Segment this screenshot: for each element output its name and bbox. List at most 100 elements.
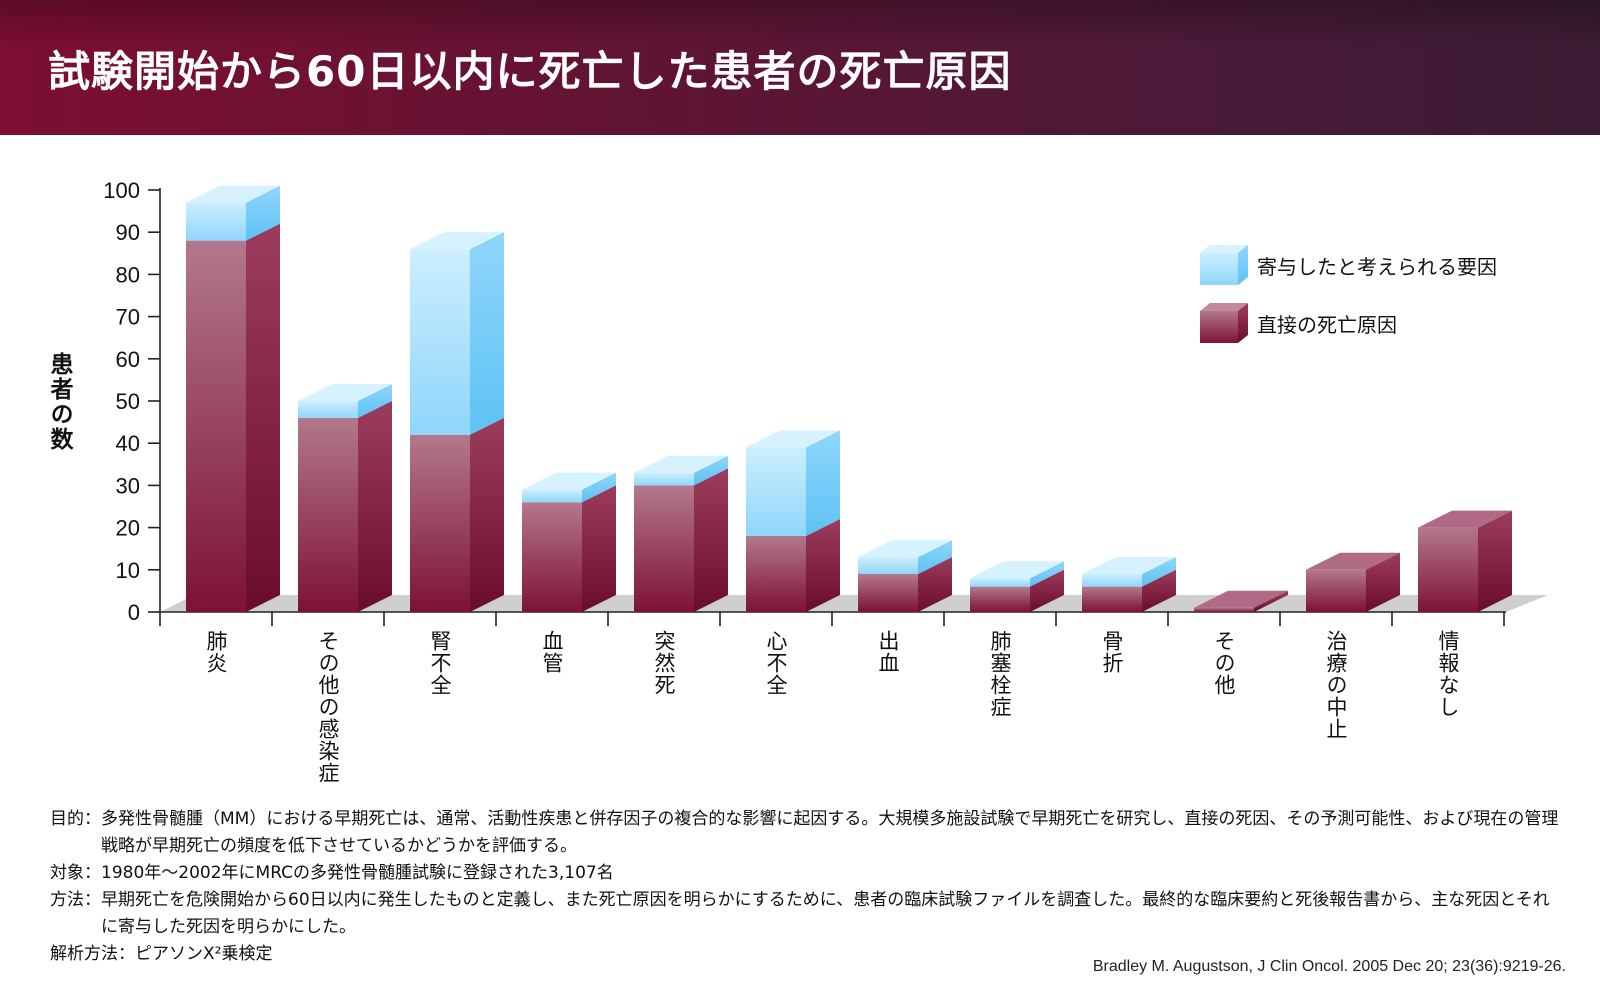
bar-direct-front	[858, 574, 918, 612]
legend-swatch-red	[1200, 303, 1248, 343]
bar-direct-side	[1142, 569, 1176, 612]
y-axis-label: 患者の数	[46, 352, 72, 452]
bar-contributing	[634, 455, 728, 486]
bar-contributing-front	[522, 489, 582, 503]
bar-direct-side	[1478, 510, 1512, 612]
bar-direct-front	[1194, 607, 1254, 612]
y-tick-label: 50	[116, 389, 140, 414]
bar-contributing-front	[746, 447, 806, 537]
x-category-label: 肺塞栓症	[988, 630, 1012, 718]
bar-direct-front	[1418, 527, 1478, 612]
bar-direct-side	[694, 468, 728, 612]
bar-direct	[1082, 569, 1176, 612]
bar-direct-front	[298, 417, 358, 612]
bar-contributing	[410, 232, 504, 435]
bar-direct	[746, 519, 840, 612]
bar-contributing-top	[634, 455, 728, 473]
bar-direct	[186, 223, 280, 612]
x-category-label: 突然死	[652, 630, 676, 696]
bar-direct-side	[1366, 552, 1400, 612]
x-category-label: 腎不全	[428, 630, 452, 696]
stacked-bar-chart: 0 10 20 30 40 50 60 70 80 90 100	[103, 178, 1548, 626]
bar-direct-front	[1082, 586, 1142, 612]
bar-direct-top	[1418, 510, 1512, 528]
x-category-label: 肺炎	[204, 630, 228, 674]
x-category-label: 情報なし	[1436, 630, 1460, 718]
x-category-label: 治療の中止	[1324, 630, 1348, 740]
page-title: 試験開始から60日以内に死亡した患者の死亡原因	[48, 47, 1012, 96]
bar-direct	[298, 400, 392, 612]
bar-direct-top	[1306, 552, 1400, 570]
bar-contributing-front	[634, 472, 694, 486]
bar-direct	[634, 468, 728, 612]
x-category-label: 出血	[876, 630, 900, 674]
bar-contributing-side	[1142, 557, 1176, 587]
bar-contributing-top	[410, 232, 504, 250]
y-tick-label: 100	[103, 178, 140, 203]
bar-contributing-top	[522, 472, 616, 490]
bar-direct-front	[186, 240, 246, 612]
bar-contributing-front	[410, 249, 470, 435]
bar-direct-side	[918, 557, 952, 612]
bar-direct-top	[1194, 590, 1288, 608]
bar-contributing-side	[246, 185, 280, 241]
bar-contributing-front	[298, 401, 358, 418]
y-tick-label: 90	[116, 220, 140, 245]
bar-direct-front	[410, 434, 470, 612]
bar-contributing-top	[746, 430, 840, 448]
legend-swatch-blue	[1200, 245, 1248, 285]
bar-direct-side	[1030, 569, 1064, 612]
bar-contributing-side	[918, 540, 952, 575]
bar-direct-side	[358, 400, 392, 612]
bar-contributing	[186, 185, 280, 241]
legend-label-direct: 直接の死亡原因	[1257, 313, 1397, 337]
citation: Bradley M. Augustson, J Clin Oncol. 2005…	[1092, 958, 1566, 975]
bar-direct-side	[470, 417, 504, 612]
note-analysis: 解析方法： ピアソンX²乗検定	[50, 944, 273, 964]
bar-contributing-top	[298, 384, 392, 401]
bar-direct-side	[582, 485, 616, 612]
bar-direct-side	[1254, 590, 1288, 612]
x-category-label: 骨折	[1100, 630, 1124, 674]
bar-contributing-side	[358, 384, 392, 418]
bar-contributing-side	[582, 472, 616, 503]
bar-contributing-front	[858, 557, 918, 575]
x-category-label: その他	[1212, 630, 1236, 696]
y-tick-label: 40	[116, 431, 140, 456]
bar-contributing-front	[970, 578, 1030, 587]
bar-contributing-top	[970, 561, 1064, 579]
y-tick-label: 20	[116, 516, 140, 541]
study-notes: 目的： 多発性骨髄腫（MM）における早期死亡は、通常、活動性疾患と併存因子の複合…	[50, 806, 1560, 968]
header-banner: 試験開始から60日以内に死亡した患者の死亡原因	[0, 0, 1600, 135]
bar-direct-front	[1306, 569, 1366, 612]
x-category-label: 心不全	[764, 630, 788, 696]
x-category-label: その他の感染症	[316, 630, 340, 784]
bar-direct	[1194, 590, 1288, 612]
note-methods: 方法： 早期死亡を危険開始から60日以内に発生したものと定義し、また死亡原因を明…	[50, 890, 1550, 937]
y-tick-label: 80	[116, 262, 140, 287]
y-tick-label: 70	[116, 305, 140, 330]
bar-direct-side	[246, 223, 280, 612]
bar-direct	[858, 557, 952, 612]
bar-direct-front	[746, 536, 806, 612]
bar-direct	[970, 569, 1064, 612]
note-purpose: 目的： 多発性骨髄腫（MM）における早期死亡は、通常、活動性疾患と併存因子の複合…	[50, 809, 1559, 856]
bar-contributing	[298, 384, 392, 418]
bar-contributing-side	[694, 455, 728, 486]
bar-direct-front	[634, 485, 694, 612]
bar-contributing-top	[1082, 557, 1176, 575]
bar-contributing	[858, 540, 952, 575]
bar-contributing-side	[806, 430, 840, 537]
bar-direct	[1418, 510, 1512, 612]
bar-direct	[522, 485, 616, 612]
x-category-label: 血管	[540, 630, 564, 674]
bar-contributing-side	[1030, 561, 1064, 587]
y-tick-label: 60	[116, 347, 140, 372]
bar-contributing	[1082, 557, 1176, 587]
bar-contributing-front	[186, 202, 246, 241]
bar-contributing	[970, 561, 1064, 587]
bar-contributing-top	[858, 540, 952, 558]
bar-contributing	[522, 472, 616, 503]
bar-direct-side	[806, 519, 840, 612]
bar-direct-front	[522, 502, 582, 612]
